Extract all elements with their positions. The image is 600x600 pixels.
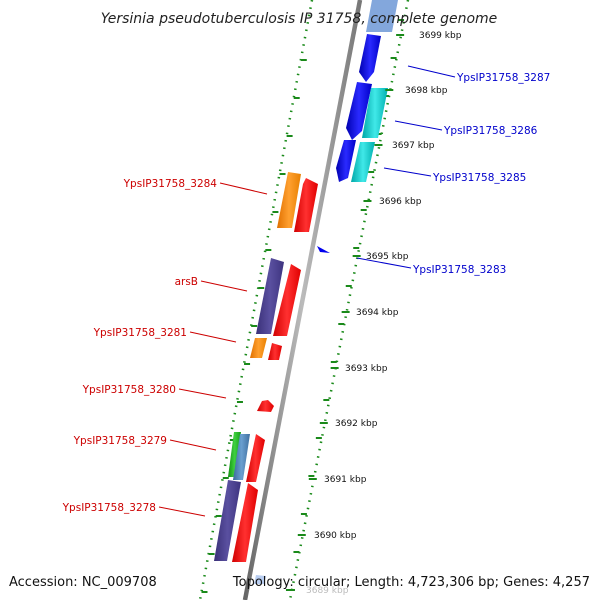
gene-ypsip31758-3284-orange[interactable]: [277, 172, 301, 228]
gene-label-ypsip31758-3285[interactable]: YpsIP31758_3285: [432, 172, 526, 184]
gene-arsb-purple[interactable]: [256, 258, 284, 334]
scale-ticks: [286, 34, 405, 591]
leader-3285: [383, 167, 432, 177]
leader-3279: [169, 439, 217, 451]
gene-ypsip31758-3279-steel[interactable]: [233, 434, 250, 480]
gene-ypsip31758-3285-blue[interactable]: [336, 140, 356, 182]
leader-3283: [356, 257, 412, 269]
tick-label-3694: 3694 kbp: [356, 308, 399, 318]
gene-ypsip31758-3277[interactable]: [254, 575, 266, 584]
tick-label-3697: 3697 kbp: [392, 141, 435, 151]
reverse-gene-labels: YpsIP31758_3284 arsB YpsIP31758_3281 Yps…: [62, 178, 268, 517]
gene-ypsip31758-3281-orange[interactable]: [250, 338, 267, 358]
gene-label-ypsip31758-3279[interactable]: YpsIP31758_3279: [73, 435, 167, 447]
gene-label-ypsip31758-3286[interactable]: YpsIP31758_3286: [443, 125, 538, 137]
gene-ypsip31758-3287[interactable]: [359, 34, 381, 82]
leader-3280: [178, 388, 227, 399]
leader-3281: [189, 331, 237, 343]
scale-labels: 3699 kbp 3698 kbp 3697 kbp 3696 kbp 3695…: [306, 31, 462, 596]
gene-ypsip31758-3288[interactable]: [366, 0, 398, 32]
tick-label-3691: 3691 kbp: [324, 475, 367, 485]
backbone: [242, 0, 363, 600]
gene-ypsip31758-3284[interactable]: [294, 178, 318, 232]
gene-ypsip31758-3285[interactable]: [351, 142, 375, 182]
gene-label-ypsip31758-3283[interactable]: YpsIP31758_3283: [412, 264, 506, 276]
gene-label-ypsip31758-3284[interactable]: YpsIP31758_3284: [123, 178, 218, 190]
gene-ypsip31758-3278[interactable]: [232, 483, 258, 562]
tick-label-3692: 3692 kbp: [335, 419, 378, 429]
gene-arsb[interactable]: [273, 264, 301, 336]
leader-3284: [219, 182, 268, 195]
tick-label-3695: 3695 kbp: [366, 252, 409, 262]
gene-ypsip31758-3278-purple[interactable]: [214, 480, 241, 561]
gene-ypsip31758-3279-green[interactable]: [228, 432, 241, 477]
gene-ypsip31758-3283[interactable]: [317, 246, 330, 253]
tick-label-3693: 3693 kbp: [345, 364, 388, 374]
gene-label-ypsip31758-3287[interactable]: YpsIP31758_3287: [456, 72, 550, 84]
topology-text: Topology: circular; Length: 4,723,306 bp…: [232, 575, 590, 590]
tick-label-3698: 3698 kbp: [405, 86, 448, 96]
tick-label-3690: 3690 kbp: [314, 531, 357, 541]
gene-ypsip31758-3286[interactable]: [362, 88, 388, 138]
leader-3278: [158, 506, 206, 517]
tick-label-3689: 3689 kbp: [306, 586, 349, 596]
tick-label-3696: 3696 kbp: [379, 197, 422, 207]
gene-ypsip31758-3281[interactable]: [268, 343, 282, 360]
forward-gene-labels: YpsIP31758_3287 YpsIP31758_3286 YpsIP317…: [356, 65, 550, 276]
gene-ypsip31758-3279[interactable]: [246, 434, 265, 482]
leader-3286: [394, 120, 443, 131]
leader-arsb: [200, 280, 248, 292]
gc-track-left: [198, 0, 314, 600]
gene-label-arsb[interactable]: arsB: [175, 276, 198, 288]
gene-label-ypsip31758-3280[interactable]: YpsIP31758_3280: [82, 384, 176, 396]
leader-3287: [407, 65, 456, 78]
gene-ypsip31758-3280[interactable]: [257, 400, 274, 412]
accession-text: Accession: NC_009708: [9, 575, 157, 590]
gene-ypsip31758-3286-blue[interactable]: [346, 82, 372, 140]
gene-label-ypsip31758-3281[interactable]: YpsIP31758_3281: [93, 327, 187, 339]
tick-label-3699: 3699 kbp: [419, 31, 462, 41]
gene-label-ypsip31758-3278[interactable]: YpsIP31758_3278: [62, 502, 156, 514]
map-title: Yersinia pseudotuberculosis IP 31758, co…: [101, 11, 498, 27]
